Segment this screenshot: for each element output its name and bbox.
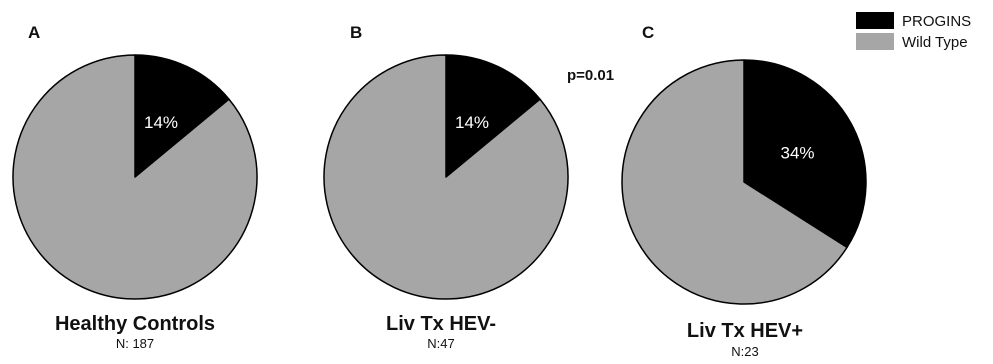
pie-a: 14% xyxy=(12,54,258,300)
p-value-annotation: p=0.01 xyxy=(567,67,614,84)
panel-letter-a: A xyxy=(28,23,40,42)
legend-swatch-wild-type xyxy=(856,33,894,50)
panel-a: A 14% Healthy Controls N: 187 xyxy=(12,23,258,351)
pie-c: 34% xyxy=(621,59,867,305)
panel-letter-c: C xyxy=(642,23,654,42)
pie-b: 14% xyxy=(323,54,569,300)
pie-slice-progins xyxy=(445,54,541,178)
panel-c: C 34% Liv Tx HEV+ N:23 xyxy=(621,23,867,359)
legend-label-progins: PROGINS xyxy=(902,13,971,30)
n-label-b: N:47 xyxy=(427,336,454,351)
slice-percent-label: 14% xyxy=(455,113,489,132)
pie-slice-wild-type xyxy=(12,54,258,300)
legend: PROGINS Wild Type xyxy=(856,12,971,51)
n-label-c: N:23 xyxy=(731,344,758,359)
group-title-b: Liv Tx HEV- xyxy=(386,313,496,335)
legend-swatch-progins xyxy=(856,12,894,29)
group-title-c: Liv Tx HEV+ xyxy=(687,320,803,342)
pie-slice-wild-type xyxy=(621,59,848,305)
legend-label-wild-type: Wild Type xyxy=(902,34,968,51)
n-label-a: N: 187 xyxy=(116,336,154,351)
slice-percent-label: 34% xyxy=(780,144,814,163)
pie-slice-progins xyxy=(134,54,230,178)
panel-b: B 14% Liv Tx HEV- N:47 xyxy=(323,23,569,351)
panel-letter-b: B xyxy=(350,23,362,42)
slice-percent-label: 14% xyxy=(144,113,178,132)
pie-slice-wild-type xyxy=(323,54,569,300)
group-title-a: Healthy Controls xyxy=(55,313,215,335)
